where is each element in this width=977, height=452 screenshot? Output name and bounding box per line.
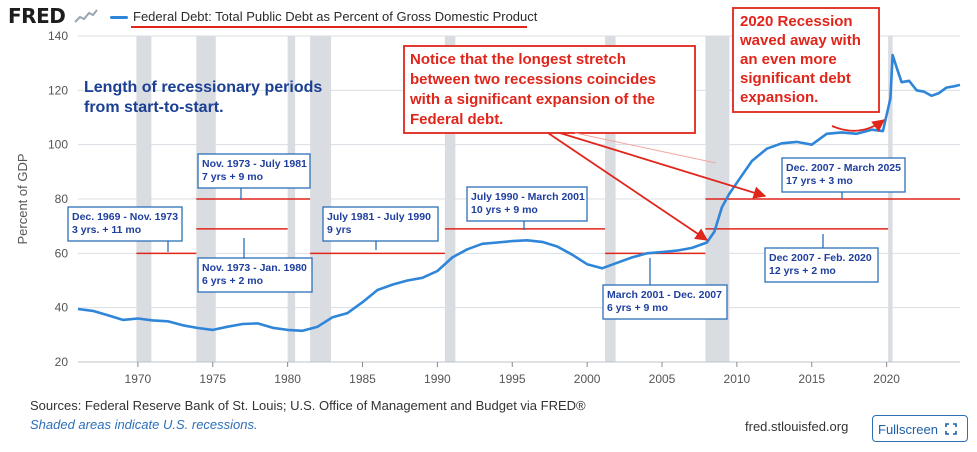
y-tick-label-120: 120 <box>48 83 68 97</box>
x-tick-label-2020: 2020 <box>873 372 900 386</box>
recession2020-arrow <box>831 119 886 132</box>
fullscreen-icon <box>945 423 957 435</box>
y-tick-label-100: 100 <box>48 138 68 152</box>
interval-box-text-1-0: Nov. 1973 - July 1981 <box>202 158 307 170</box>
sources-note: Sources: Federal Reserve Bank of St. Lou… <box>30 398 586 413</box>
legend-series-title[interactable]: Federal Debt: Total Public Debt as Perce… <box>133 9 538 24</box>
notice-text-1: between two recessions coincides <box>410 71 656 88</box>
x-tick-label-1990: 1990 <box>424 372 451 386</box>
interval-box-text-2-0: Nov. 1973 - Jan. 1980 <box>202 262 307 274</box>
interval-box-5 <box>602 284 728 320</box>
y-tick-label-40: 40 <box>55 301 69 315</box>
recession2020-text-2: an even more <box>740 51 837 68</box>
y-tick-label-60: 60 <box>55 246 69 260</box>
y-axis-title: Percent of GDP <box>15 153 30 244</box>
series-line-federal-debt <box>77 53 961 333</box>
notice-text-2: with a significant expansion of the <box>409 91 655 108</box>
intro-text-0: Length of recessionary periods <box>84 79 322 96</box>
chart-header: FRED Federal Debt: Total Public Debt as … <box>0 0 977 34</box>
interval-box-3 <box>322 206 439 242</box>
x-tick-label-2000: 2000 <box>574 372 601 386</box>
notice-arrow-2 <box>559 132 767 199</box>
fullscreen-button[interactable]: Fullscreen <box>872 415 968 442</box>
fred-logo[interactable]: FRED <box>8 4 66 28</box>
site-url[interactable]: fred.stlouisfed.org <box>745 419 849 434</box>
recession2020-text-1: waved away with <box>739 32 861 49</box>
recession2020-text-3: significant debt <box>740 70 851 87</box>
fred-sparkline-icon <box>74 8 98 24</box>
interval-box-text-3-1: 9 yrs <box>327 224 352 236</box>
y-tick-label-80: 80 <box>55 192 69 206</box>
interval-box-7 <box>764 247 879 283</box>
interval-box-4 <box>466 186 588 222</box>
interval-box-text-5-0: March 2001 - Dec. 2007 <box>607 289 722 301</box>
recession2020-callout-box <box>732 7 880 113</box>
x-tick-label-2015: 2015 <box>798 372 825 386</box>
legend-series-swatch <box>110 16 128 19</box>
y-tick-label-20: 20 <box>55 355 69 369</box>
interval-box-text-4-1: 10 yrs + 9 mo <box>471 204 538 216</box>
interval-box-text-7-0: Dec 2007 - Feb. 2020 <box>769 252 872 264</box>
x-tick-label-1985: 1985 <box>349 372 376 386</box>
notice-text-3: Federal debt. <box>410 111 503 128</box>
interval-box-text-5-1: 6 yrs + 9 mo <box>607 302 668 314</box>
interval-box-text-0-1: 3 yrs. + 11 mo <box>72 224 141 236</box>
x-tick-label-1970: 1970 <box>125 372 152 386</box>
interval-box-text-7-1: 12 yrs + 2 mo <box>769 265 836 277</box>
interval-box-text-6-0: Dec. 2007 - March 2025 <box>786 162 901 174</box>
recession-shading-note: Shaded areas indicate U.S. recessions. <box>30 417 258 432</box>
interval-box-2 <box>197 257 313 293</box>
x-tick-label-1975: 1975 <box>199 372 226 386</box>
x-tick-label-1980: 1980 <box>274 372 301 386</box>
interval-box-text-6-1: 17 yrs + 3 mo <box>786 175 853 187</box>
notice-text-0: Notice that the longest stretch <box>410 51 626 68</box>
legend-title-underline <box>131 26 527 28</box>
notice-arrow-3 <box>574 132 717 164</box>
notice-callout-box <box>403 45 696 134</box>
recession2020-text-0: 2020 Recession <box>740 13 853 30</box>
fullscreen-label: Fullscreen <box>878 422 938 437</box>
x-tick-label-1995: 1995 <box>499 372 526 386</box>
interval-box-text-4-0: July 1990 - March 2001 <box>471 191 585 203</box>
x-tick-label-2005: 2005 <box>649 372 676 386</box>
y-tick-label-140: 140 <box>48 29 68 43</box>
intro-text-1: from start-to-start. <box>84 99 224 116</box>
notice-arrow-1 <box>547 132 709 241</box>
interval-box-text-2-1: 6 yrs + 2 mo <box>202 275 263 287</box>
x-tick-label-2010: 2010 <box>724 372 751 386</box>
interval-box-1 <box>197 153 311 189</box>
recession2020-text-4: expansion. <box>740 89 818 106</box>
interval-box-text-0-0: Dec. 1969 - Nov. 1973 <box>72 211 178 223</box>
interval-box-text-1-1: 7 yrs + 9 mo <box>202 171 263 183</box>
interval-box-0 <box>67 206 183 242</box>
interval-box-text-3-0: July 1981 - July 1990 <box>327 211 431 223</box>
interval-box-6 <box>781 157 906 193</box>
